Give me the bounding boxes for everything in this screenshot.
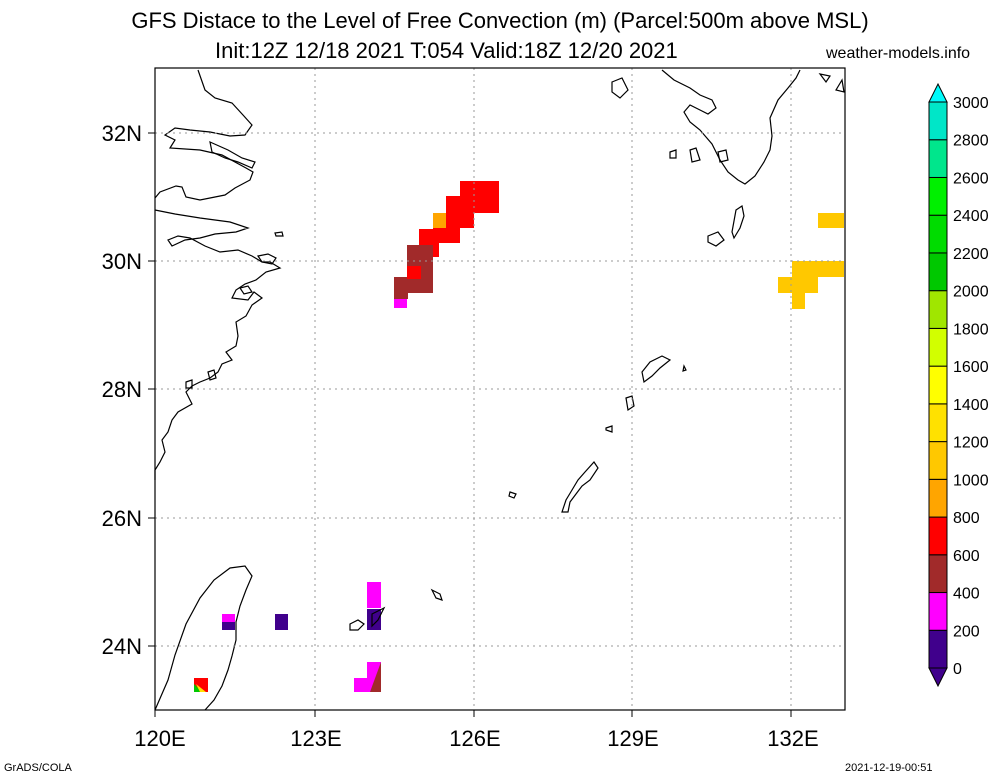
graticule (155, 68, 845, 710)
colorbar-segment (928, 101, 948, 141)
colorbar-label: 200 (953, 623, 980, 640)
colorbar-segment (928, 554, 948, 594)
data-cell (818, 213, 844, 228)
data-cell (367, 609, 381, 630)
lon-labels: 120E 123E 126E 129E 132E (134, 726, 818, 751)
lat-labels: 32N 30N 28N 26N 24N (102, 121, 142, 659)
tanegashima-island (707, 205, 745, 247)
colorbar-label: 2200 (953, 246, 989, 263)
colorbar-label: 2800 (953, 133, 989, 150)
colorbar-label: 600 (953, 548, 980, 565)
amami-island (641, 355, 687, 384)
china-coastline (154, 69, 254, 201)
ishigaki-island (349, 606, 386, 631)
lat-label: 30N (102, 249, 142, 274)
lon-label: 132E (767, 726, 818, 751)
colorbar-segment (928, 252, 948, 292)
data-cell (370, 662, 381, 692)
zhejiang-islands (185, 231, 284, 389)
data-cell (367, 582, 381, 608)
data-cell (433, 213, 446, 228)
footer-credit: GrADS/COLA (4, 762, 72, 774)
colorbar-arrow-low (928, 667, 948, 688)
lon-label: 129E (607, 726, 658, 751)
lon-label: 123E (290, 726, 341, 751)
colorbar-segment (928, 441, 948, 480)
zhejiang-coast (154, 209, 282, 480)
lat-label: 24N (102, 634, 142, 659)
coastlines (154, 69, 845, 711)
okinawa-island (561, 461, 599, 513)
colorbar-segment (928, 516, 948, 556)
colorbar-segment (928, 629, 948, 669)
lat-label: 26N (102, 506, 142, 531)
colorbar-label: 2400 (953, 208, 989, 225)
colorbar-segment (928, 592, 948, 631)
colorbar-label: 3000 (953, 95, 989, 112)
colorbar-segment (928, 214, 948, 254)
data-cell (275, 614, 288, 630)
footer-timestamp: 2021-12-19-00:51 (845, 762, 933, 774)
colorbar-label: 0 (953, 661, 962, 678)
tokunoshima-island (605, 395, 635, 433)
colorbar-segment (928, 176, 948, 216)
lat-label: 28N (102, 377, 142, 402)
axis-ticks (148, 132, 792, 717)
colorbar-label: 1400 (953, 397, 989, 414)
data-cell (394, 299, 407, 308)
colorbar-segment (928, 403, 948, 443)
data-cell (778, 277, 818, 293)
colorbar-segment (928, 290, 948, 329)
colorbar-label: 2600 (953, 170, 989, 187)
colorbar-segment (928, 327, 948, 367)
colorbar-label: 1200 (953, 435, 989, 452)
colorbar: 0 200 400 600 800 1000 1200 1400 1600 1800 2000 220… (928, 82, 989, 688)
colorbar-arrow-high (928, 82, 948, 103)
data-cells (194, 181, 844, 692)
lon-label: 126E (449, 726, 500, 751)
colorbar-label: 1800 (953, 321, 989, 338)
kyushu-west-islands (611, 73, 845, 163)
data-cell (407, 266, 421, 279)
lon-label: 120E (134, 726, 185, 751)
data-cell (394, 277, 408, 299)
colorbar-segment (928, 139, 948, 178)
data-cell (196, 684, 206, 692)
colorbar-label: 2000 (953, 284, 989, 301)
data-cell (792, 261, 844, 277)
taiwan-coastline (154, 565, 253, 711)
colorbar-label: 400 (953, 586, 980, 603)
colorbar-label: 1000 (953, 472, 989, 489)
data-cell (792, 293, 805, 309)
colorbar-label: 1600 (953, 359, 989, 376)
colorbar-segment (928, 365, 948, 405)
kyushu-coastline (661, 69, 801, 185)
colorbar-segment (928, 478, 948, 518)
map-title: GFS Distace to the Level of Free Convect… (131, 8, 869, 33)
yangtze-estuary (209, 140, 256, 169)
colorbar-label: 800 (953, 510, 980, 527)
lat-label: 32N (102, 121, 142, 146)
map-subtitle: Init:12Z 12/18 2021 T:054 Valid:18Z 12/2… (215, 38, 678, 63)
site-label: weather-models.info (826, 45, 971, 62)
miyako-island (430, 491, 517, 601)
data-cell (222, 622, 235, 630)
